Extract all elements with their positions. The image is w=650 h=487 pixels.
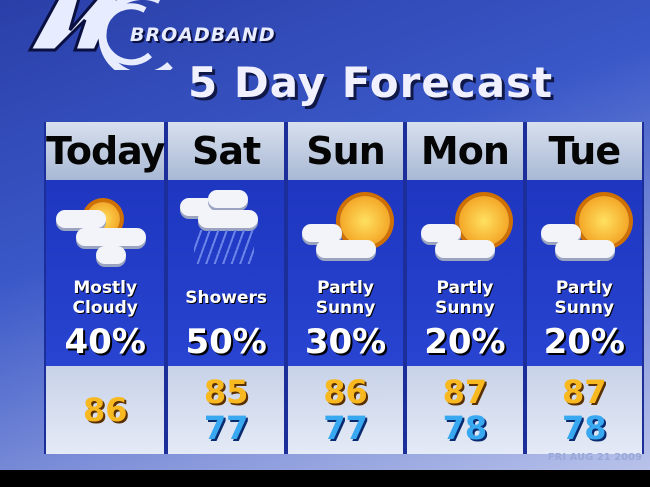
day-column-sat: Sat Showers 50% 85 77	[168, 122, 284, 454]
low-temp: 77	[323, 409, 368, 447]
condition-text: Mostly Cloudy	[72, 278, 138, 318]
day-name: Sat	[168, 122, 284, 180]
day-name: Tue	[526, 122, 642, 180]
temperature-cell: 87 78	[407, 366, 523, 454]
brand-text: BROADBAND	[130, 24, 276, 46]
precip-chance: 20%	[424, 322, 506, 362]
mostly-cloudy-icon	[46, 180, 164, 276]
sun-icon	[339, 196, 390, 246]
day-name: Sun	[287, 122, 404, 180]
day-column-sun: Sun Partly Sunny 30% 86 77	[287, 122, 404, 454]
condition-text: Partly Sunny	[554, 278, 615, 318]
high-temp: 86	[82, 391, 128, 429]
temperature-cell: 87 78	[526, 366, 642, 454]
partly-sunny-icon	[288, 180, 403, 276]
temperature-cell: 85 77	[168, 366, 284, 454]
high-temp: 87	[562, 373, 607, 411]
condition-text: Showers	[185, 288, 268, 308]
forecast-grid: Today Mostly Cloudy 40% 86 Sat Showers 5…	[44, 122, 644, 454]
precip-chance: 40%	[64, 322, 146, 362]
condition-text: Partly Sunny	[435, 278, 495, 318]
precip-chance: 20%	[543, 322, 625, 362]
sun-icon	[459, 196, 510, 246]
precip-chance: 30%	[304, 322, 387, 362]
footer-date: FRI AUG 21 2009	[547, 452, 642, 463]
low-temp: 78	[442, 409, 488, 447]
day-column-mon: Mon Partly Sunny 20% 87 78	[407, 122, 523, 454]
low-temp: 77	[203, 409, 249, 447]
partly-sunny-icon	[527, 180, 642, 276]
day-name: Today	[46, 122, 165, 180]
tv-screen: BROADBAND 5 Day Forecast Today Mostly Cl…	[0, 0, 650, 470]
precip-chance: 50%	[185, 322, 267, 362]
rain-icon	[194, 230, 255, 264]
forecast-title: 5 Day Forecast	[188, 58, 554, 107]
station-logo	[27, 0, 173, 70]
day-column-today: Today Mostly Cloudy 40% 86	[46, 122, 165, 454]
showers-icon	[168, 180, 283, 276]
temperature-cell: 86 77	[287, 366, 404, 454]
day-name: Mon	[407, 122, 523, 180]
high-temp: 87	[442, 373, 488, 411]
high-temp: 86	[323, 373, 368, 411]
sun-icon	[578, 196, 629, 246]
day-column-tue: Tue Partly Sunny 20% 87 78	[526, 122, 642, 454]
temperature-cell: 86	[46, 366, 165, 454]
low-temp: 78	[562, 409, 607, 447]
condition-text: Partly Sunny	[315, 278, 376, 318]
high-temp: 85	[203, 373, 249, 411]
partly-sunny-icon	[407, 180, 522, 276]
